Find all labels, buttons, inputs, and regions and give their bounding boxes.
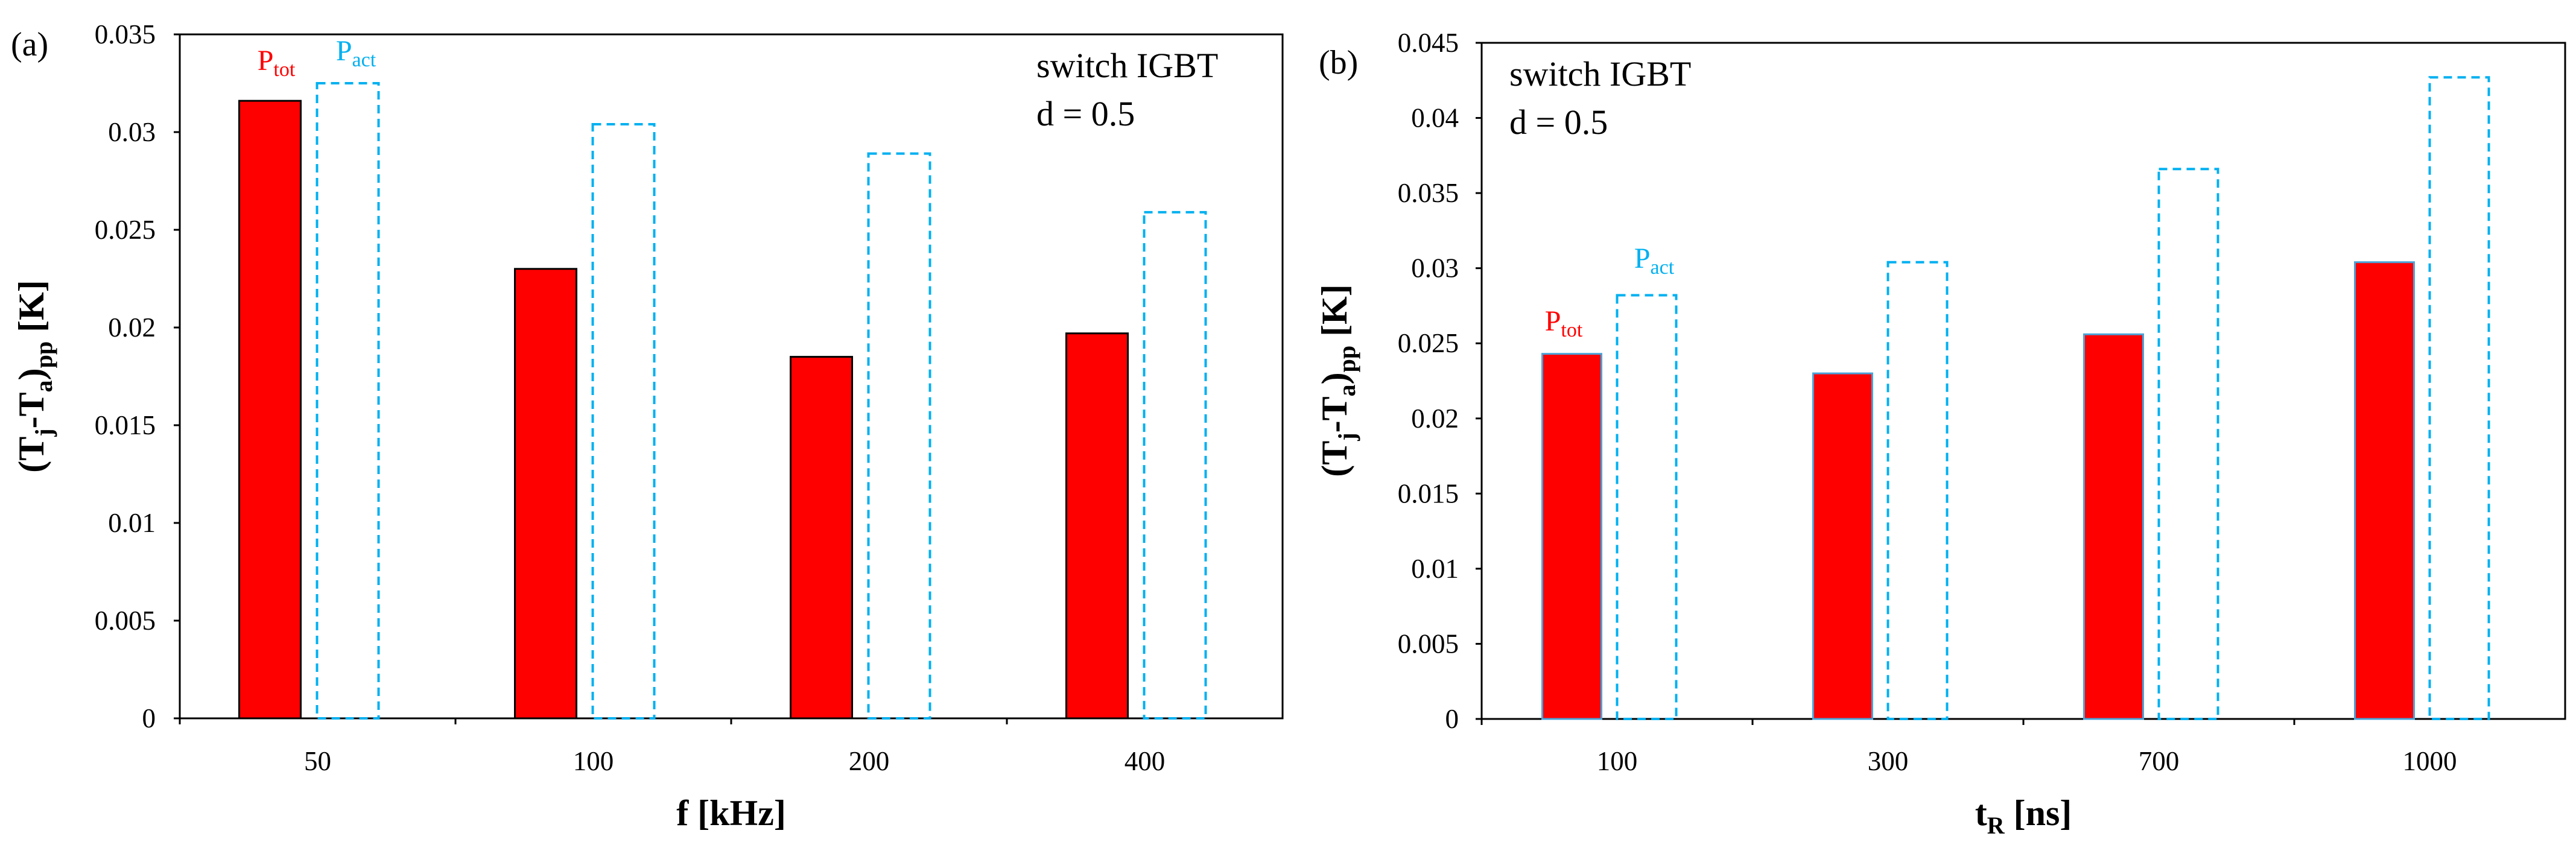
y-tick-label: 0.03 [108,117,156,147]
y-tick-label: 0.035 [95,19,156,49]
annotation-line1-a: switch IGBT [1036,46,1218,85]
bar-ptot-50 [238,100,302,720]
chart-b: (b) 0 0.005 0.01 0.015 0.02 0.025 0.03 0.035 0.0… [1315,28,2566,839]
bars-b [1541,76,2490,721]
bar-ptot-100 [514,268,577,720]
bar-pact-400 [1143,210,1207,720]
bar-pact-200 [867,152,931,720]
annotation-line2-a: d = 0.5 [1036,94,1135,133]
bar-ptot-700 [2083,333,2144,720]
x-tick-label: 400 [1125,746,1166,776]
legend-pact-b: Pact [1634,242,1675,279]
y-tick-label: 0.045 [1398,28,1459,58]
bar-ptot-200 [790,356,853,720]
y-ticks-b: 0 0.005 0.01 0.015 0.02 0.025 0.03 0.035 0.04 0.0… [1398,28,1482,734]
y-tick-label: 0.04 [1411,103,1459,133]
x-axis-title-a: f [kHz] [676,793,786,833]
y-tick-label: 0 [1445,704,1459,734]
x-ticks-a: 50 100 200 400 [179,718,1166,776]
x-ticks-b: 100 300 700 1000 [1480,719,2457,776]
x-tick-label: 100 [1597,746,1638,776]
y-tick-label: 0.035 [1398,178,1459,208]
x-tick-label: 200 [849,746,890,776]
y-tick-label: 0.01 [108,508,156,538]
y-tick-label: 0.025 [95,215,156,245]
bar-pact-100 [591,123,656,720]
y-tick-label: 0.015 [1398,478,1459,508]
panel-label-b: (b) [1319,44,1358,81]
chart-a: (a) 0 0.005 0.01 0.015 0.02 0.025 0.03 0.035 50… [11,19,1284,833]
bar-pact-300 [1886,261,1949,720]
bar-pact-50 [316,82,380,720]
y-tick-label: 0 [142,703,156,733]
y-tick-label: 0.01 [1411,554,1459,584]
x-tick-label: 300 [1868,746,1909,776]
x-tick-label: 50 [304,746,331,776]
y-tick-label: 0.005 [95,606,156,636]
y-axis-title-b: (Tj-Ta)pp [K] [1315,284,1360,476]
bar-pact-1000 [2428,76,2490,721]
bar-ptot-400 [1065,332,1129,720]
x-tick-label: 1000 [2403,746,2457,776]
bar-ptot-300 [1812,372,1873,720]
y-axis-title-a: (Tj-Ta)pp [K] [11,280,57,472]
annotation-line2-b: d = 0.5 [1509,103,1608,142]
legend-pact-a: Pact [336,35,376,71]
annotation-line1-b: switch IGBT [1509,54,1691,93]
x-tick-label: 700 [2139,746,2180,776]
bar-ptot-100 [1541,353,1602,720]
bar-pact-700 [2157,168,2219,720]
y-tick-label: 0.02 [1411,404,1459,434]
y-tick-label: 0.02 [108,312,156,343]
panel-label-a: (a) [11,26,48,63]
y-tick-label: 0.03 [1411,253,1459,283]
y-tick-label: 0.005 [1398,628,1459,659]
bar-ptot-1000 [2354,261,2415,720]
bars-a [238,82,1207,720]
x-axis-title-b: tR [ns] [1975,793,2072,839]
y-tick-label: 0.025 [1398,328,1459,358]
y-tick-label: 0.015 [95,410,156,440]
y-ticks-a: 0 0.005 0.01 0.015 0.02 0.025 0.03 0.035 [95,19,180,733]
legend-ptot-a: Ptot [258,45,296,81]
x-tick-label: 100 [573,746,614,776]
legend-ptot-b: Ptot [1545,305,1583,341]
bar-pact-100 [1616,294,1678,720]
